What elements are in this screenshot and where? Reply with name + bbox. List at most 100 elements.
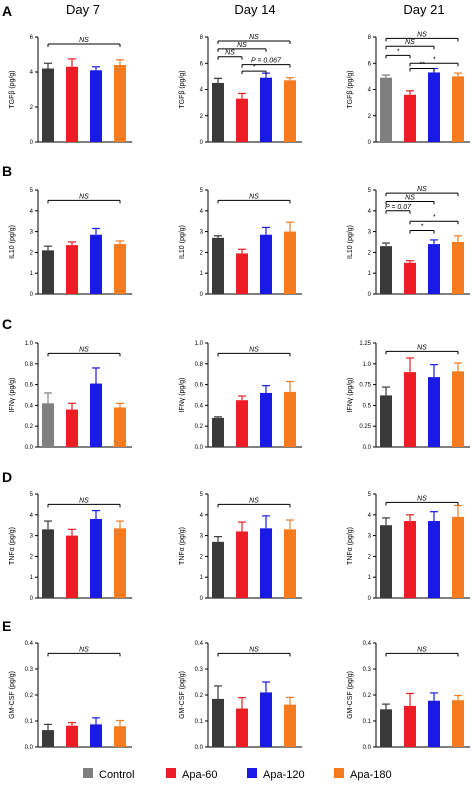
panel-c-day-7: 0.0 0.2 0.4 0.6 0.8 1.0 IFNγ (pg/g) NS bbox=[9, 341, 132, 451]
bar-apa-180-e-day-21 bbox=[452, 700, 464, 747]
bar-apa-60-d-day-21 bbox=[404, 521, 416, 598]
significance-bracket-c-day-14: NS bbox=[217, 346, 291, 357]
y-tick-label-c-day-7: 0.0 bbox=[25, 445, 34, 451]
significance-bracket-e-day-7: NS bbox=[47, 646, 121, 657]
y-tick-label-a-day-14: 8 bbox=[200, 35, 204, 41]
significance-label: * bbox=[397, 48, 400, 55]
y-tick-label-c-day-7: 0.8 bbox=[25, 362, 34, 368]
column-title-day7: Day 7 bbox=[66, 2, 100, 17]
significance-bracket-b-day-21: * bbox=[409, 214, 459, 225]
bar-apa-60-c-day-21 bbox=[404, 372, 416, 447]
panel-a-day-7: 0 2 4 6 TGFβ (pg/g) NS bbox=[9, 35, 132, 146]
significance-bracket-a-day-21: ** bbox=[409, 62, 435, 72]
panel-letter-b: B bbox=[2, 163, 12, 179]
panel-letter-d: D bbox=[2, 469, 12, 485]
panel-letter-e: E bbox=[2, 618, 11, 634]
panel-d-day-7: 0 1 2 3 4 5 TNFα (pg/g) NS bbox=[9, 492, 132, 602]
bar-apa-60-b-day-21 bbox=[404, 262, 416, 294]
y-tick-label-e-day-14: 0.3 bbox=[195, 667, 204, 673]
y-tick-label-a-day-21: 2 bbox=[368, 114, 372, 120]
significance-bracket-b-day-14: NS bbox=[217, 193, 291, 204]
bar-apa-60-a-day-14 bbox=[236, 98, 248, 142]
y-tick-label-e-day-14: 0.4 bbox=[195, 641, 204, 647]
legend-item-control: Control bbox=[83, 768, 134, 781]
significance-bracket-d-day-14: NS bbox=[217, 497, 291, 508]
y-tick-label-d-day-7: 5 bbox=[30, 492, 34, 498]
y-tick-label-e-day-14: 0.1 bbox=[195, 719, 204, 725]
bar-apa-180-d-day-21 bbox=[452, 516, 464, 598]
significance-bracket-b-day-7: NS bbox=[47, 193, 121, 204]
y-tick-label-d-day-7: 3 bbox=[30, 534, 34, 540]
bar-apa-180-c-day-7 bbox=[114, 407, 126, 447]
significance-label: * bbox=[253, 64, 256, 71]
y-tick-label-b-day-21: 1 bbox=[368, 271, 372, 277]
bar-control-b-day-14 bbox=[212, 237, 224, 294]
y-tick-label-c-day-7: 0.2 bbox=[25, 424, 34, 430]
y-tick-label-d-day-14: 4 bbox=[200, 513, 204, 519]
bar-control-c-day-14 bbox=[212, 417, 224, 447]
bar-apa-120-d-day-21 bbox=[428, 521, 440, 598]
y-tick-label-d-day-21: 5 bbox=[368, 492, 372, 498]
bar-control-d-day-14 bbox=[212, 541, 224, 598]
significance-label: NS bbox=[79, 646, 89, 653]
bar-control-b-day-7 bbox=[42, 250, 54, 294]
bar-apa-120-a-day-21 bbox=[428, 72, 440, 142]
y-tick-label-c-day-21: 0.5 bbox=[363, 403, 372, 409]
y-tick-label-c-day-7: 1.0 bbox=[25, 341, 34, 347]
bar-apa-180-b-day-21 bbox=[452, 242, 464, 294]
y-tick-label-b-day-7: 2 bbox=[30, 250, 34, 256]
y-tick-label-c-day-21: 0.0 bbox=[363, 445, 372, 451]
significance-bracket-a-day-21: * bbox=[385, 48, 411, 59]
y-tick-label-a-day-14: 4 bbox=[200, 88, 204, 94]
y-tick-label-b-day-21: 0 bbox=[368, 292, 372, 298]
y-tick-label-b-day-21: 3 bbox=[368, 230, 372, 236]
y-tick-label-c-day-14: 0.4 bbox=[195, 403, 204, 409]
y-tick-label-e-day-14: 0.0 bbox=[195, 745, 204, 751]
bar-apa-120-b-day-7 bbox=[90, 234, 102, 294]
legend-label-apa-180: Apa-180 bbox=[350, 769, 392, 781]
y-axis-label-c-day-21: IFNγ (pg/g) bbox=[347, 377, 354, 412]
y-axis-label-a-day-14: TGFβ (pg/g) bbox=[179, 70, 186, 108]
y-tick-label-e-day-7: 0.2 bbox=[25, 693, 34, 699]
legend-item-apa-60: Apa-60 bbox=[166, 768, 217, 781]
legend-item-apa-120: Apa-120 bbox=[247, 768, 305, 781]
significance-bracket-a-day-14: * bbox=[241, 64, 267, 75]
significance-bracket-e-day-14: NS bbox=[217, 646, 291, 657]
significance-label: P = 0.067 bbox=[251, 58, 282, 65]
bar-control-c-day-21 bbox=[380, 395, 392, 447]
significance-label: NS bbox=[405, 194, 415, 201]
bar-apa-60-b-day-7 bbox=[66, 245, 78, 294]
significance-bracket-a-day-14: P = 0.067 bbox=[241, 58, 291, 68]
y-tick-label-d-day-14: 2 bbox=[200, 554, 204, 560]
bar-apa-60-d-day-7 bbox=[66, 535, 78, 598]
bar-control-a-day-14 bbox=[212, 82, 224, 142]
bar-apa-180-a-day-7 bbox=[114, 65, 126, 142]
bar-apa-180-c-day-21 bbox=[452, 371, 464, 447]
y-tick-label-b-day-21: 5 bbox=[368, 188, 372, 194]
y-tick-label-d-day-7: 1 bbox=[30, 575, 34, 581]
significance-bracket-c-day-7: NS bbox=[47, 346, 121, 357]
bar-apa-120-d-day-7 bbox=[90, 518, 102, 598]
bar-apa-60-e-day-21 bbox=[404, 705, 416, 747]
y-tick-label-e-day-21: 0.0 bbox=[363, 745, 372, 751]
significance-bracket-a-day-21: NS bbox=[385, 31, 459, 42]
bar-apa-180-e-day-14 bbox=[284, 704, 296, 747]
bar-apa-120-e-day-21 bbox=[428, 700, 440, 747]
legend-label-control: Control bbox=[99, 769, 134, 781]
significance-label: NS bbox=[417, 186, 427, 193]
panel-d-day-14: 0 1 2 3 4 5 TNFα (pg/g) NS bbox=[179, 492, 302, 602]
y-tick-label-b-day-21: 4 bbox=[368, 209, 372, 215]
bar-apa-60-b-day-14 bbox=[236, 253, 248, 294]
y-tick-label-c-day-7: 0.6 bbox=[25, 383, 34, 389]
y-tick-label-c-day-14: 0.2 bbox=[195, 424, 204, 430]
bar-control-e-day-14 bbox=[212, 698, 224, 747]
bar-apa-60-e-day-7 bbox=[66, 725, 78, 747]
bar-apa-120-a-day-14 bbox=[260, 77, 272, 142]
bar-apa-180-c-day-14 bbox=[284, 391, 296, 447]
bar-apa-180-d-day-7 bbox=[114, 528, 126, 598]
significance-label: NS bbox=[417, 31, 427, 38]
significance-bracket-a-day-14: NS bbox=[217, 34, 291, 44]
y-tick-label-d-day-14: 3 bbox=[200, 534, 204, 540]
